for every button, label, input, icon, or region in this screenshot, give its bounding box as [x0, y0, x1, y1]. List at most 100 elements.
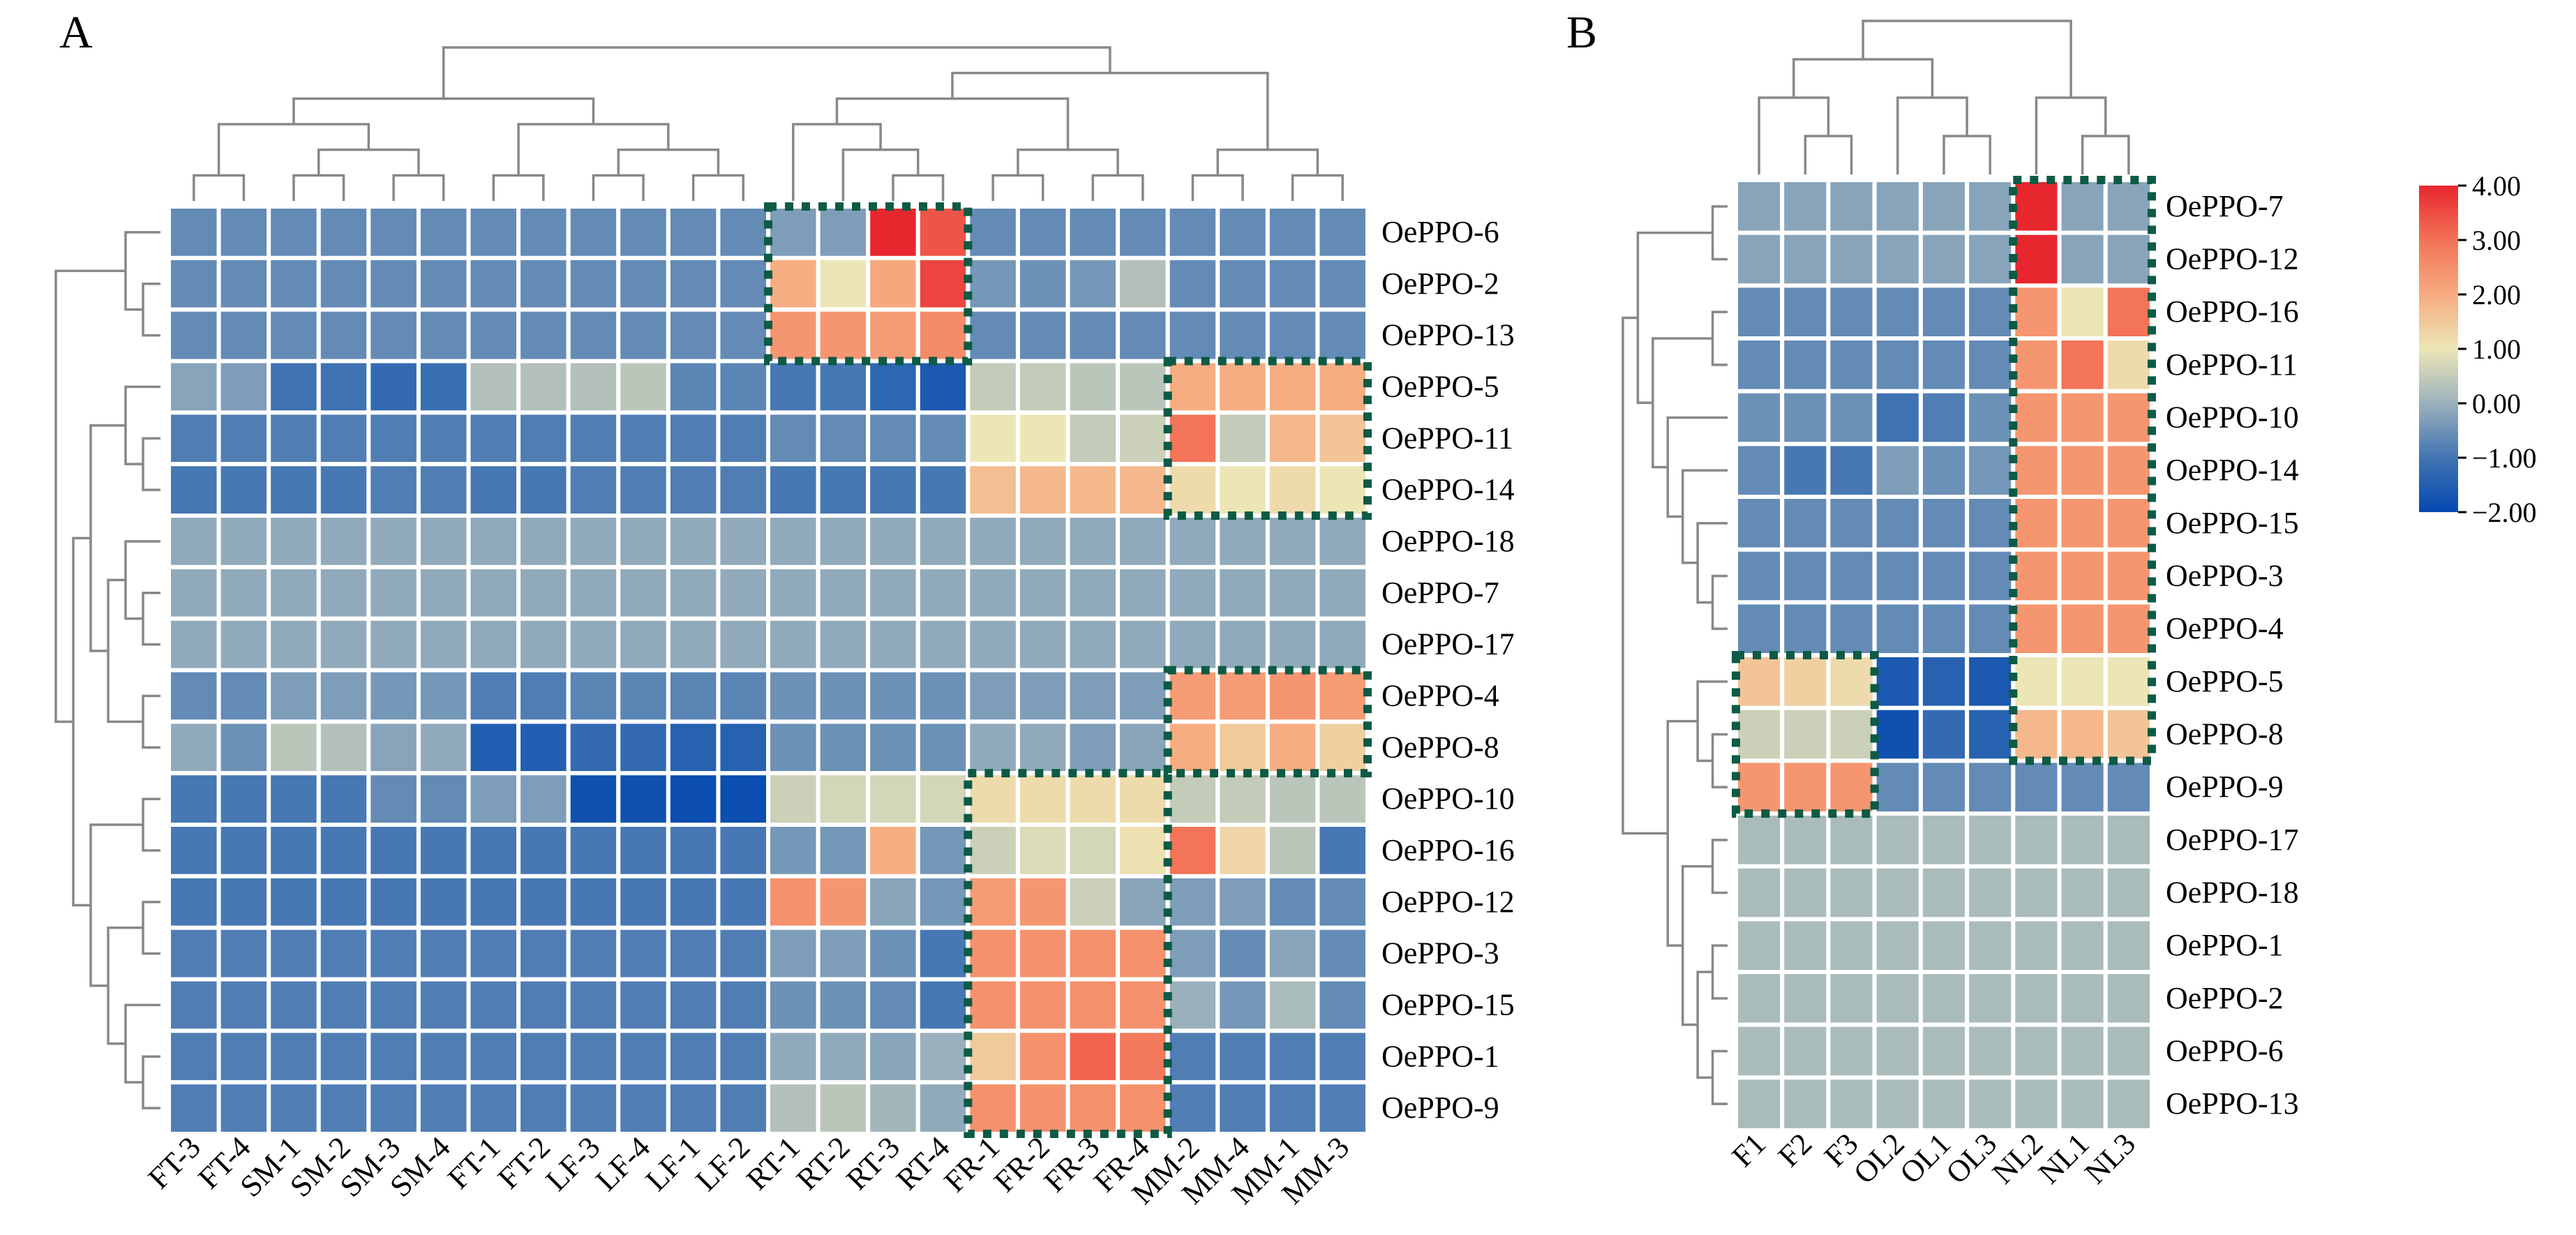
- row-label: OePPO-3: [1381, 936, 1499, 971]
- heatmap-cell: [1918, 442, 1970, 499]
- dendrogram-branch: [492, 174, 545, 201]
- heatmap-cell: [816, 1028, 871, 1085]
- heatmap-cell: [915, 359, 971, 415]
- heatmap-cell: [1265, 564, 1320, 621]
- heatmap-cell: [1315, 564, 1370, 621]
- heatmap-cell: [1215, 719, 1270, 776]
- heatmap-cell: [216, 771, 271, 827]
- heatmap-cell: [1734, 758, 1785, 816]
- heatmap-cell: [666, 977, 721, 1033]
- heatmap-cell: [1015, 977, 1070, 1033]
- heatmap-cell: [2103, 442, 2155, 499]
- heatmap-cell: [666, 616, 721, 673]
- dendrogram-branch: [892, 174, 945, 201]
- heatmap-cell: [366, 514, 421, 569]
- heatmap-cell: [416, 616, 471, 673]
- heatmap-cell: [216, 410, 271, 467]
- heatmap-cell: [1780, 705, 1831, 763]
- heatmap-cell: [167, 1028, 221, 1085]
- heatmap-cell: [316, 823, 371, 878]
- heatmap-cell: [1965, 1075, 2016, 1133]
- heatmap-cell: [766, 823, 821, 878]
- dendrogram-branch: [1711, 205, 1728, 261]
- column-label: RT-1: [740, 1130, 807, 1197]
- heatmap-cell: [366, 255, 421, 312]
- heatmap-cell: [1965, 1022, 2016, 1080]
- dendrogram-branch: [1216, 148, 1319, 176]
- heatmap-cell: [1116, 255, 1170, 312]
- row-label: OePPO-5: [2166, 664, 2284, 698]
- column-label: FT-1: [441, 1130, 507, 1195]
- heatmap-cell: [466, 874, 521, 930]
- heatmap-cell: [666, 204, 721, 260]
- heatmap-cell: [1734, 1022, 1785, 1080]
- heatmap-cell: [616, 977, 671, 1033]
- heatmap-cell: [1065, 719, 1121, 776]
- heatmap-cell: [766, 668, 821, 724]
- heatmap-cell: [1734, 283, 1785, 341]
- heatmap-cell: [1015, 719, 1070, 776]
- colorbar-tick-label: 2.00: [2472, 279, 2521, 310]
- column-label: RT-2: [790, 1130, 857, 1197]
- heatmap-cell: [1165, 1028, 1220, 1085]
- heatmap-cell: [866, 771, 920, 827]
- heatmap-cell: [1734, 705, 1785, 763]
- heatmap-cell: [167, 771, 221, 827]
- heatmap-cell: [416, 359, 471, 415]
- heatmap-cell: [366, 204, 421, 260]
- heatmap-cell: [1780, 283, 1831, 341]
- heatmap-cell: [566, 204, 621, 260]
- heatmap-cell: [816, 925, 871, 982]
- heatmap-cell: [666, 564, 721, 621]
- heatmap-cell: [516, 359, 571, 415]
- heatmap-cell: [2057, 653, 2108, 710]
- heatmap-cell: [1165, 514, 1220, 569]
- heatmap-cell: [366, 823, 421, 878]
- heatmap-cell: [915, 616, 971, 673]
- heatmap-cell: [966, 307, 1020, 364]
- heatmap-cell: [666, 410, 721, 467]
- heatmap-cell: [766, 514, 821, 569]
- heatmap-cell: [1165, 668, 1220, 724]
- heatmap-cell: [915, 1028, 971, 1085]
- heatmap-cell: [1780, 811, 1831, 869]
- heatmap-cell: [2057, 1022, 2108, 1080]
- dendrogram-branch: [72, 537, 91, 907]
- dendrogram-branch: [193, 174, 246, 201]
- heatmap-cell: [167, 823, 221, 878]
- heatmap-cell: [1315, 616, 1370, 673]
- heatmap-cell: [1215, 1028, 1270, 1085]
- heatmap-cell: [915, 719, 971, 776]
- heatmap-cell: [466, 307, 521, 364]
- heatmap-cell: [1872, 442, 1923, 499]
- heatmap-cell: [566, 616, 621, 673]
- heatmap-cell: [666, 1080, 721, 1136]
- heatmap-cell: [966, 462, 1020, 518]
- heatmap-cell: [566, 255, 621, 312]
- heatmap-cell: [966, 1028, 1020, 1085]
- heatmap-cell: [1965, 442, 2016, 499]
- heatmap-cell: [1965, 283, 2016, 341]
- heatmap-cell: [1965, 230, 2016, 288]
- heatmap-cell: [2103, 1075, 2155, 1133]
- heatmap-cell: [566, 668, 621, 724]
- heatmap-cell: [716, 514, 770, 569]
- dendrogram-branch: [142, 798, 160, 852]
- heatmap-cell: [2011, 178, 2062, 235]
- row-label: OePPO-17: [1381, 627, 1515, 661]
- heatmap-cell: [716, 1028, 770, 1085]
- heatmap-cell: [2011, 389, 2062, 447]
- heatmap-cell: [816, 514, 871, 569]
- heatmap-cell: [466, 359, 521, 415]
- dendrogram-branch: [2081, 135, 2130, 174]
- heatmap-cell: [1918, 495, 1970, 552]
- heatmap-cell: [616, 925, 671, 982]
- heatmap-cell: [1265, 668, 1320, 724]
- heatmap-cell: [1965, 178, 2016, 235]
- heatmap-cell: [2011, 442, 2062, 499]
- heatmap-cell: [1065, 410, 1121, 467]
- heatmap-cell: [1826, 178, 1877, 235]
- heatmap-cell: [966, 668, 1020, 724]
- heatmap-cell: [2011, 230, 2062, 288]
- heatmap-cell: [1826, 705, 1877, 763]
